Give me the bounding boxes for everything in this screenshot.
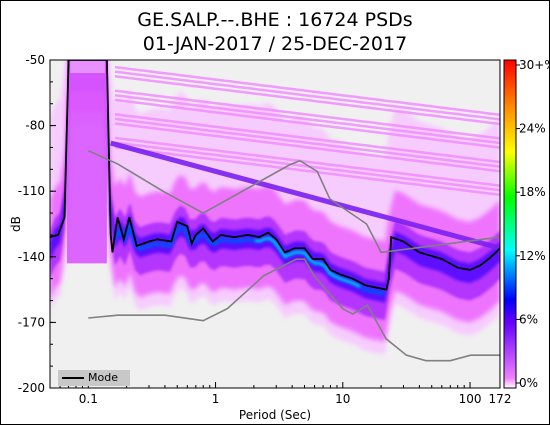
density-core (50, 60, 500, 303)
density-short-period-top (70, 60, 105, 74)
x-tick-label: 1 (212, 392, 220, 406)
colorbar-tick-label: 24% (519, 122, 546, 136)
y-tick-label: -110 (18, 184, 45, 198)
colorbar-tick-label: 6% (519, 312, 538, 326)
density-upper-band (114, 122, 500, 173)
x-axis-label: Period (Sec) (239, 408, 311, 422)
density-upper-band (114, 98, 500, 149)
low-noise-model-line (88, 258, 500, 362)
density-upper-band (114, 70, 500, 121)
colorbar-tick-label: 18% (519, 185, 546, 199)
colorbar (503, 59, 517, 389)
legend-mode-line (62, 377, 84, 379)
x-tick-label: 10 (335, 392, 350, 406)
density-upper-band (114, 75, 500, 126)
x-tick-label: 100 (459, 392, 482, 406)
plot-border (49, 59, 501, 389)
density-upper-band (114, 145, 500, 197)
density-diagonal-band (110, 140, 500, 251)
density-upper-band (114, 89, 500, 140)
density-peak-cyan (254, 237, 361, 288)
y-tick-label: -80 (25, 119, 45, 133)
model-lines (50, 60, 500, 362)
colorbar-tick-label: 0% (519, 376, 538, 390)
colorbar-tick-label: 30+% (519, 58, 550, 72)
density-upper-band (114, 65, 500, 117)
density-upper-band (114, 136, 500, 187)
density-short-period-block (66, 60, 107, 264)
density-mid (50, 60, 500, 320)
colorbar-tick-label: 12% (519, 249, 546, 263)
legend: Mode (58, 370, 130, 386)
density-upper-band (114, 113, 500, 164)
colorbar-ticks: 30+% 24% 18% 12% 6% 0% (516, 58, 550, 390)
y-tick-label: -140 (18, 250, 45, 264)
y-axis-label: dB (9, 216, 23, 232)
y-tick-label: -50 (25, 53, 45, 67)
x-tick-label: 172 (489, 392, 512, 406)
y-tick-label: -200 (18, 381, 45, 395)
y-tick-label: -170 (18, 315, 45, 329)
chart-subtitle: 01-JAN-2017 / 25-DEC-2017 (142, 33, 408, 55)
density-upper-band (114, 117, 500, 168)
legend-mode-label: Mode (88, 371, 118, 384)
density-upper-band (114, 94, 500, 145)
density-upper-band (114, 141, 500, 192)
high-noise-model-line (87, 149, 500, 254)
mode-line (50, 60, 500, 291)
axes: -50 -80 -110 -140 -170 -200 0.1 1 10 100 172 (18, 53, 512, 406)
x-tick-label: 0.1 (79, 392, 98, 406)
chart-title: GE.SALP.--.BHE : 16724 PSDs (137, 9, 413, 31)
